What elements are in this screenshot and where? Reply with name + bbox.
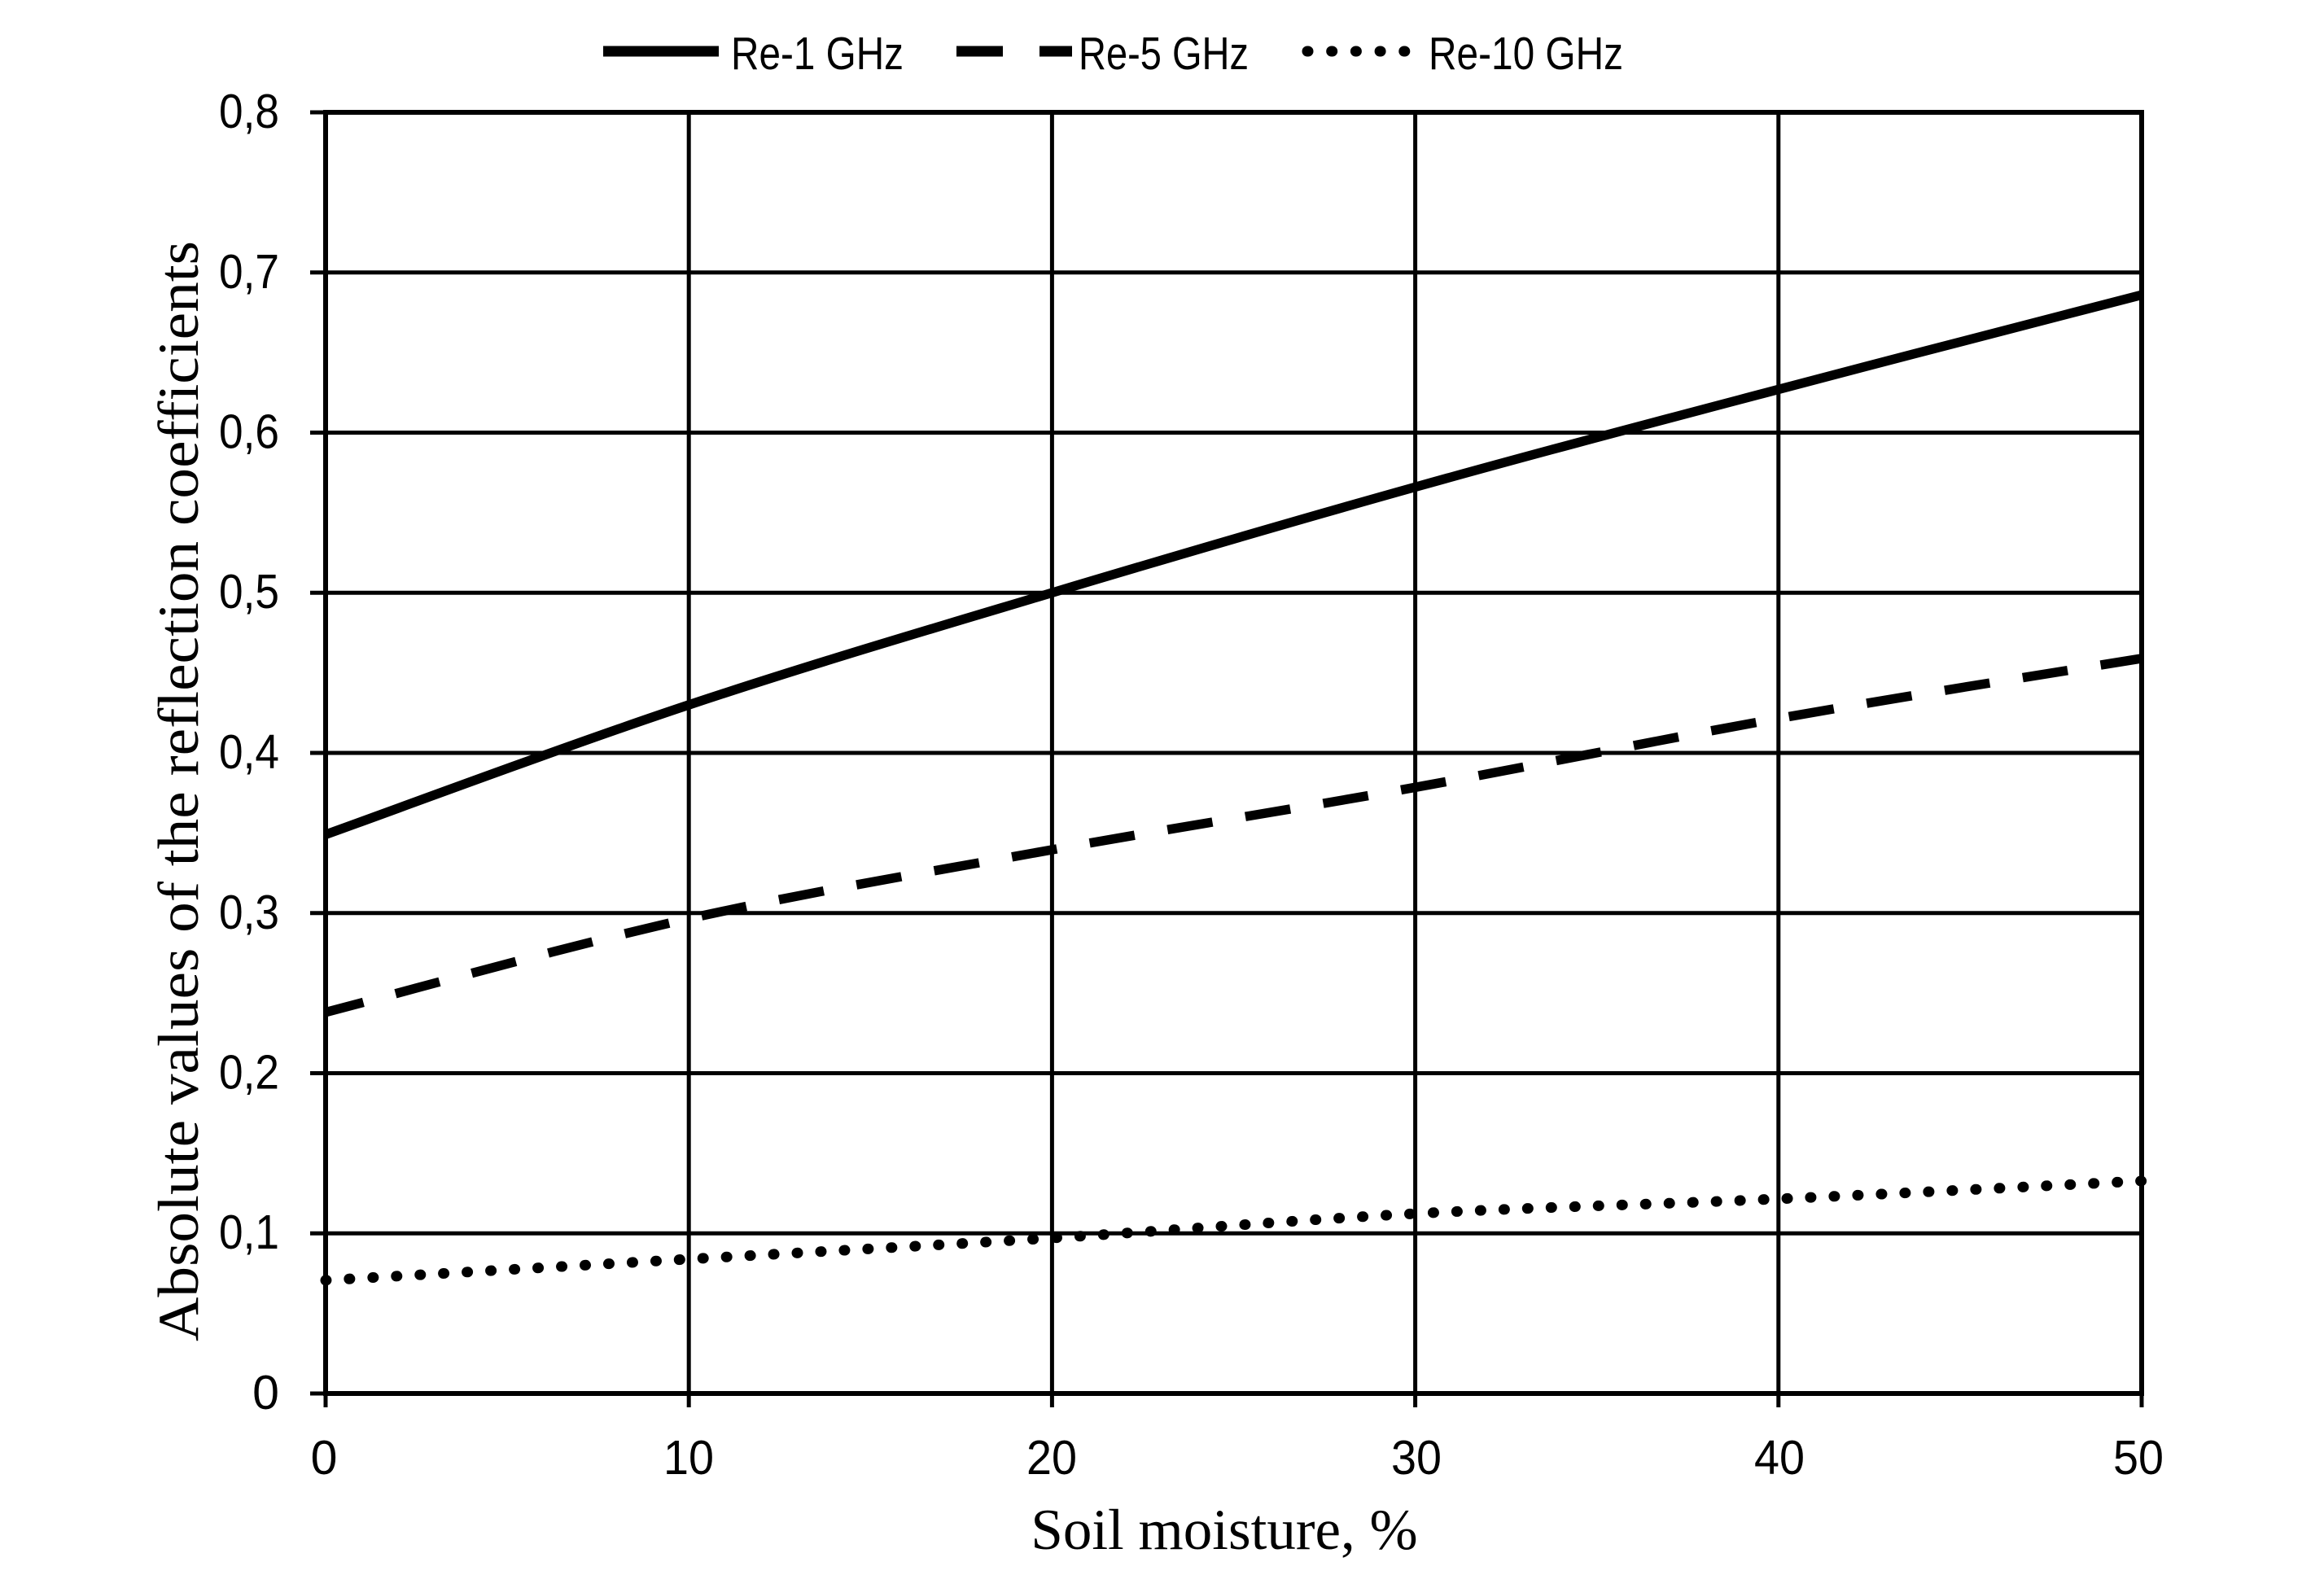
svg-text:0,8: 0,8: [219, 85, 279, 138]
svg-text:0,1: 0,1: [219, 1205, 279, 1259]
svg-text:Soil moisture, %: Soil moisture, %: [1031, 1498, 1417, 1562]
svg-text:Re-10 GHz: Re-10 GHz: [1429, 28, 1623, 80]
svg-text:Absolute values of the reflect: Absolute values of the reflection coeffi…: [147, 241, 211, 1341]
svg-text:30: 30: [1391, 1431, 1442, 1485]
svg-text:0,5: 0,5: [219, 565, 279, 619]
svg-text:Re-1 GHz: Re-1 GHz: [731, 28, 904, 80]
svg-text:20: 20: [1026, 1431, 1077, 1485]
svg-text:0: 0: [311, 1431, 338, 1485]
svg-text:0,6: 0,6: [219, 405, 279, 459]
svg-text:0,4: 0,4: [219, 725, 279, 779]
svg-text:0,2: 0,2: [219, 1046, 279, 1100]
svg-text:0: 0: [252, 1366, 279, 1420]
svg-text:10: 10: [663, 1431, 714, 1485]
svg-text:0,3: 0,3: [219, 886, 279, 939]
svg-text:40: 40: [1754, 1431, 1805, 1485]
svg-text:0,7: 0,7: [219, 245, 279, 299]
svg-text:50: 50: [2113, 1431, 2164, 1485]
svg-text:Re-5 GHz: Re-5 GHz: [1079, 28, 1249, 80]
